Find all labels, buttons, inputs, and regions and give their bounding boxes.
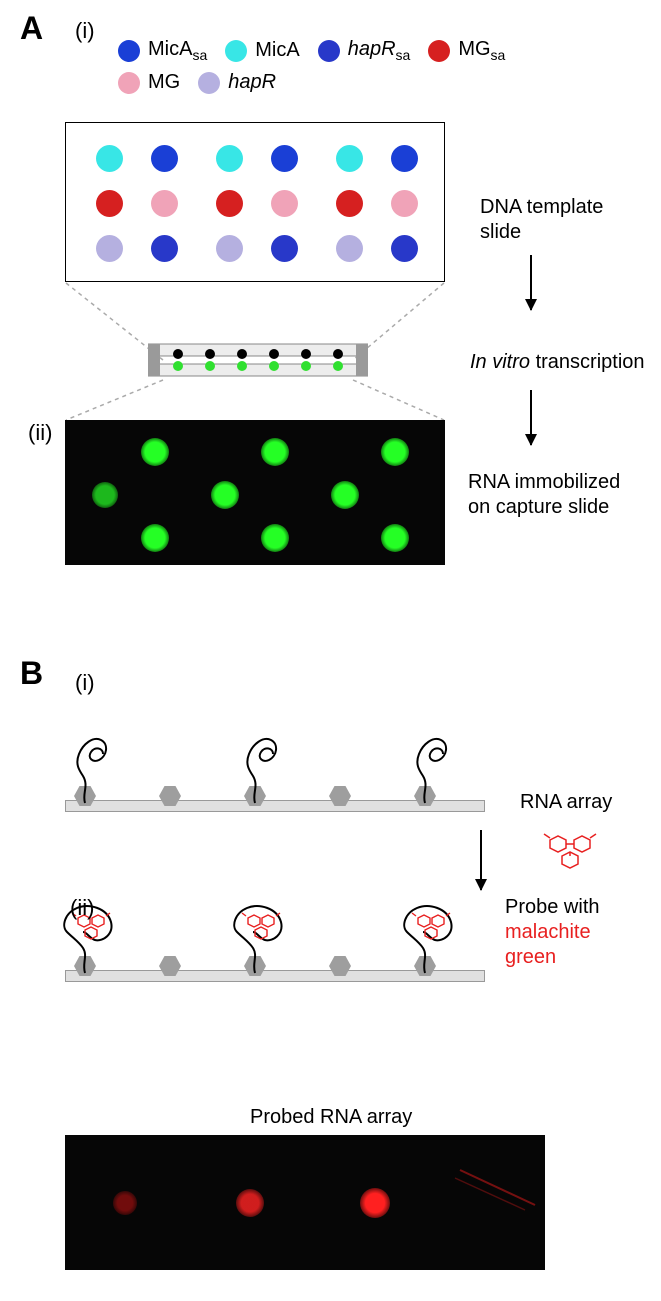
template-spot xyxy=(216,190,243,217)
template-spot xyxy=(391,235,418,262)
panel-b-sub-ii: (ii) xyxy=(70,895,94,921)
legend-item: MGsa xyxy=(428,38,505,63)
fluor-spot-green xyxy=(381,524,409,552)
fluor-spot-green xyxy=(381,438,409,466)
legend-item: MG xyxy=(118,71,180,94)
legend-a: MicAsa MicA hapRsa MGsa MG hapR xyxy=(118,38,558,102)
malachite-text: malachite green xyxy=(505,921,591,968)
template-spot xyxy=(96,145,123,172)
fluor-spot-green xyxy=(261,438,289,466)
template-spot xyxy=(271,145,298,172)
fluor-spot-green xyxy=(141,524,169,552)
caption-rna-immobilized: RNA immobilized on capture slide xyxy=(468,470,620,520)
transcription-text: transcription xyxy=(530,351,645,373)
probed-rna-image xyxy=(65,1135,545,1270)
panel-a-sub-ii: (ii) xyxy=(28,420,52,446)
fluor-spot-green xyxy=(261,524,289,552)
template-spot xyxy=(336,190,363,217)
template-spot xyxy=(271,190,298,217)
caption-in-vitro: In vitro transcription xyxy=(470,350,645,375)
template-spot xyxy=(271,235,298,262)
panel-b-sub-i: (i) xyxy=(75,670,95,696)
caption-probe-with: Probe with malachite green xyxy=(505,895,600,970)
chamber xyxy=(148,336,368,384)
malachite-molecule-icon xyxy=(530,830,610,890)
template-spot xyxy=(151,235,178,262)
caption-probed-title: Probed RNA array xyxy=(250,1105,412,1130)
template-spot xyxy=(216,145,243,172)
panel-b-label: B xyxy=(20,655,43,692)
rna-molecule-bound xyxy=(390,888,460,983)
template-spot xyxy=(151,190,178,217)
dna-template-box xyxy=(65,122,445,282)
rna-molecule xyxy=(220,718,290,813)
fluor-spot-green xyxy=(92,482,118,508)
template-spot xyxy=(391,145,418,172)
legend-item: MicAsa xyxy=(118,38,207,63)
fluor-spot-green xyxy=(141,438,169,466)
arrow-a1 xyxy=(530,255,532,310)
fluor-spot-green xyxy=(331,481,359,509)
probe-with-text: Probe with xyxy=(505,896,600,918)
rna-molecule xyxy=(390,718,460,813)
legend-item: hapR xyxy=(198,71,276,94)
arrow-b1 xyxy=(480,830,482,890)
panel-a-label: A xyxy=(20,10,43,47)
template-spot xyxy=(336,235,363,262)
panel-a-sub-i: (i) xyxy=(75,18,95,44)
caption-rna-array: RNA array xyxy=(520,790,612,815)
caption-dna-template: DNA template slide xyxy=(480,195,603,245)
legend-item: hapRsa xyxy=(318,38,411,63)
legend-item: MicA xyxy=(225,38,299,63)
template-spot xyxy=(336,145,363,172)
rna-molecule xyxy=(50,718,120,813)
template-spot xyxy=(216,235,243,262)
rna-capture-image xyxy=(65,420,445,565)
template-spot xyxy=(96,235,123,262)
template-spot xyxy=(151,145,178,172)
fluor-spot-green xyxy=(211,481,239,509)
template-spot xyxy=(96,190,123,217)
in-vitro-italic: In vitro xyxy=(470,351,530,373)
arrow-a2 xyxy=(530,390,532,445)
template-spot xyxy=(391,190,418,217)
rna-molecule-bound xyxy=(220,888,290,983)
